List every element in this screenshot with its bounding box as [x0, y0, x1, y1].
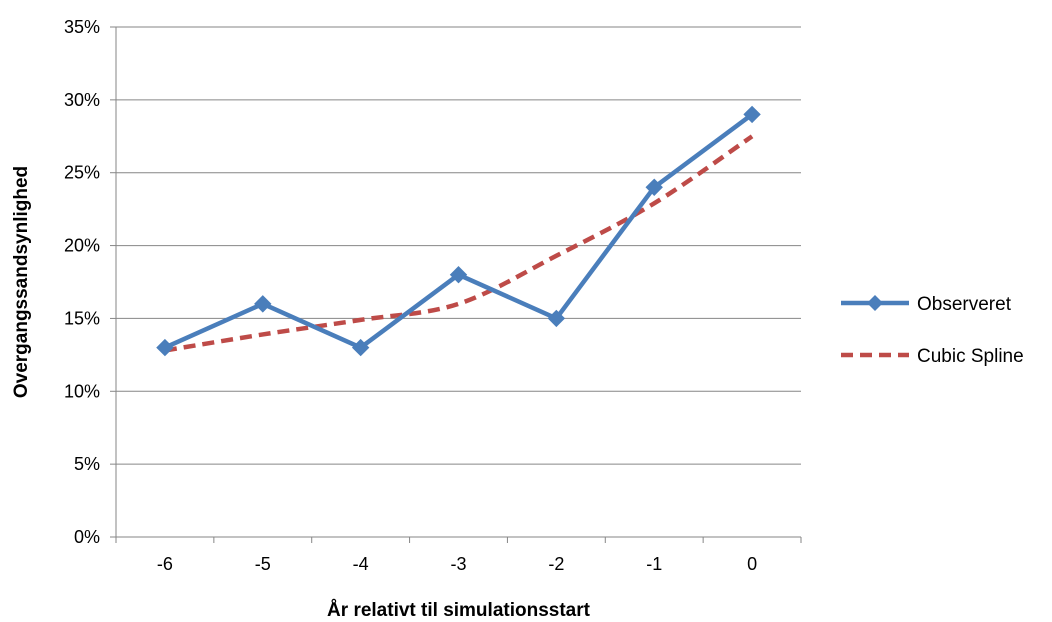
- data-point-observeret: [449, 266, 468, 284]
- data-point-observeret: [645, 178, 663, 196]
- x-tick-label: 0: [747, 554, 757, 574]
- data-point-observeret: [254, 295, 272, 313]
- x-tick-label: -4: [353, 554, 369, 574]
- data-point-observeret: [743, 105, 761, 124]
- y-tick-label: 35%: [64, 17, 100, 37]
- x-tick-label: -1: [646, 554, 662, 574]
- legend-label-observeret: Observeret: [917, 294, 1012, 315]
- y-tick-label: 20%: [64, 236, 100, 256]
- legend-marker-observeret: [867, 295, 883, 311]
- data-point-observeret: [351, 338, 370, 357]
- y-tick-label: 5%: [74, 454, 100, 474]
- x-tick-label: -2: [548, 554, 564, 574]
- legend-label-cubic-spline: Cubic Spline: [917, 346, 1024, 367]
- x-axis-title: År relativt til simulationsstart: [327, 600, 591, 621]
- x-tick-label: -3: [450, 554, 466, 574]
- y-tick-label: 10%: [64, 381, 100, 401]
- x-tick-label: -5: [255, 554, 271, 574]
- y-tick-label: 0%: [74, 527, 100, 547]
- series-line-observeret: [164, 112, 754, 350]
- gridlines: [116, 26, 801, 465]
- series-line-cubic-spline: [164, 134, 754, 353]
- y-tick-label: 25%: [64, 163, 100, 183]
- data-point-observeret: [156, 338, 174, 357]
- axes: 0% 5% 10% 15% 20% 25% 30% 35% -6 -5 -4 -3 -2 -1 0: [64, 17, 802, 574]
- legend: Observeret Cubic Spline: [841, 294, 1024, 367]
- data-point-observeret: [547, 309, 566, 328]
- series-group: [156, 105, 761, 357]
- y-axis-title: Overgangssandsynlighed: [11, 166, 32, 398]
- y-tick-label: 15%: [64, 308, 100, 328]
- y-tick-label: 30%: [64, 90, 100, 110]
- x-tick-label: -6: [157, 554, 173, 574]
